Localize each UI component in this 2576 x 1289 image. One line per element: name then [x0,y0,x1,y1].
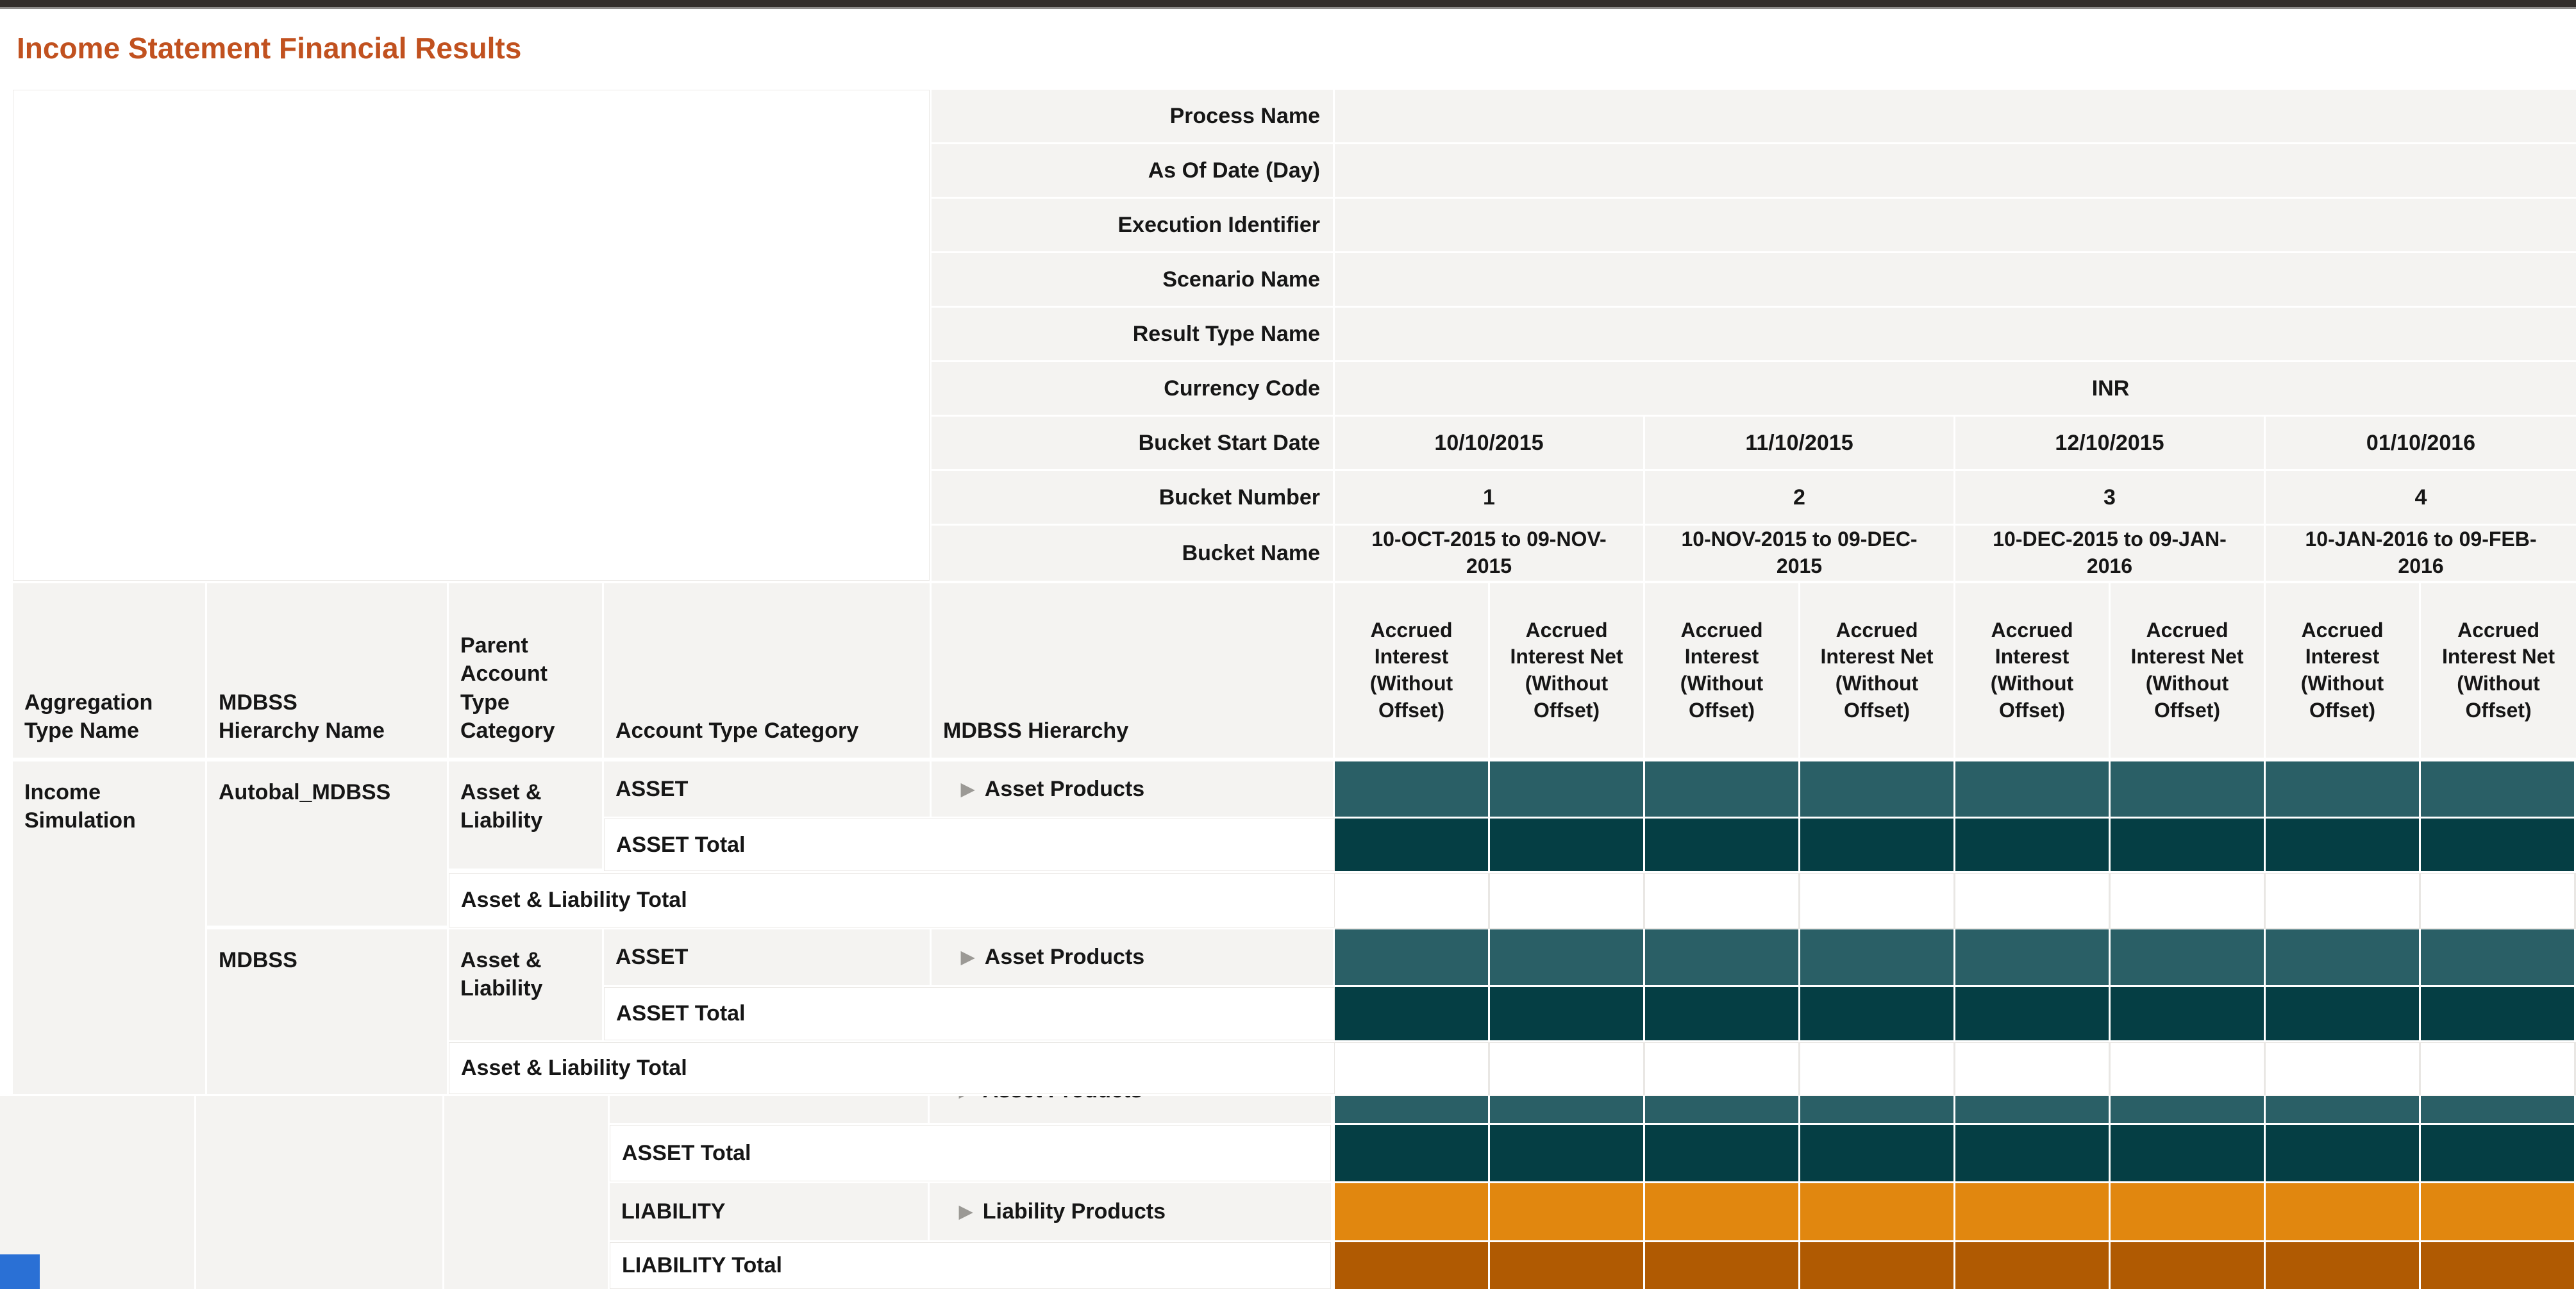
col-header-mdbss-hierarchy-name: MDBSS Hierarchy Name [207,583,447,758]
info-value-currency-code: INR [1335,362,2576,415]
col-header-aggregation-type-name: Aggregation Type Name [13,583,205,758]
bucket-number-2: 2 [1645,471,1953,524]
expand-label: Asset Products [983,1096,1142,1104]
expand-icon: ▶ [959,1096,973,1099]
row-parent-category-continuation [444,1096,608,1289]
info-value-execution-identifier [1335,199,2576,251]
row-parent-category-asset-liability-2: Asset & Liability [449,929,602,1040]
data-strip-asset-products-2 [1335,929,2576,985]
info-label-execution-identifier: Execution Identifier [932,199,1333,251]
col-header-accrued-interest-b1: Accrued Interest (Without Offset) [1335,583,1488,758]
row-parent-category-asset-liability: Asset & Liability [449,761,602,869]
bucket-name-1: 10-OCT-2015 to 09-NOV-2015 [1335,526,1643,581]
expand-icon: ▶ [961,779,974,799]
info-label-result-type-name: Result Type Name [932,308,1333,360]
row-hierarchy-continuation [196,1096,442,1289]
bucket-name-4: 10-JAN-2016 to 09-FEB-2016 [2266,526,2576,581]
data-strip-asset-liability-total-2 [1335,1042,2576,1095]
row-mdbss-hierarchy-asset-products-2[interactable]: ▶ Asset Products [932,929,1333,985]
expand-label: Asset Products [984,945,1145,970]
data-strip-asset-total-1 [1335,819,2576,871]
col-header-mdbss-hierarchy: MDBSS Hierarchy [932,583,1333,758]
row-account-type-liability: LIABILITY [610,1183,928,1240]
data-strip-liability-products [1335,1183,2576,1240]
data-strip-asset-total-3 [1335,1125,2576,1181]
data-strip-asset-products-clipped [1335,1096,2576,1123]
info-label-bucket-number: Bucket Number [932,471,1333,524]
bucket-start-date-4: 01/10/2016 [2266,417,2576,469]
bucket-start-date-3: 12/10/2015 [1955,417,2264,469]
col-header-parent-account-type-category: Parent Account Type Category [449,583,602,758]
expand-icon: ▶ [961,947,974,967]
row-asset-liability-total: Asset & Liability Total [449,873,1335,927]
row-hierarchy-autobal-mdbss: Autobal_MDBSS [207,761,447,926]
info-label-process-name: Process Name [932,90,1333,142]
info-value-process-name [1335,90,2576,142]
row-account-type-asset-2: ASSET [604,929,930,985]
col-header-accrued-interest-net-b1: Accrued Interest Net (Without Offset) [1490,583,1643,758]
col-header-accrued-interest-b4: Accrued Interest (Without Offset) [2266,583,2419,758]
expand-label: Asset Products [984,776,1145,801]
col-header-account-type-category: Account Type Category [604,583,930,758]
row-mdbss-hierarchy-clipped[interactable]: ▶ Asset Products [930,1096,1331,1123]
bucket-number-3: 3 [1955,471,2264,524]
info-value-as-of-date [1335,144,2576,197]
bucket-start-date-2: 11/10/2015 [1645,417,1953,469]
bucket-start-date-1: 10/10/2015 [1335,417,1643,469]
row-liability-total: LIABILITY Total [610,1242,1331,1289]
row-asset-total-2: ASSET Total [604,987,1335,1040]
currency-value: INR [2091,376,2130,401]
row-aggregation-type: Income Simulation [13,761,205,1094]
row-mdbss-hierarchy-liability-products[interactable]: ▶ Liability Products [930,1183,1331,1240]
bucket-name-2: 10-NOV-2015 to 09-DEC-2015 [1645,526,1953,581]
col-header-accrued-interest-net-b3: Accrued Interest Net (Without Offset) [2111,583,2264,758]
page-title: Income Statement Financial Results [17,31,522,65]
info-label-currency-code: Currency Code [932,362,1333,415]
data-strip-asset-liability-total-1 [1335,873,2576,929]
cursor-marker [0,1254,40,1289]
row-hierarchy-mdbss: MDBSS [207,929,447,1094]
row-mdbss-hierarchy-asset-products[interactable]: ▶ Asset Products [932,761,1333,817]
info-label-scenario-name: Scenario Name [932,253,1333,306]
row-account-type-clipped [610,1096,928,1123]
pivot-corner-blank [13,90,930,581]
bucket-number-1: 1 [1335,471,1643,524]
info-value-scenario-name [1335,253,2576,306]
data-strip-asset-products-1 [1335,761,2576,817]
info-label-bucket-name: Bucket Name [932,526,1333,581]
info-label-bucket-start-date: Bucket Start Date [932,417,1333,469]
data-strip-liability-total [1335,1242,2576,1289]
col-header-accrued-interest-net-b2: Accrued Interest Net (Without Offset) [1800,583,1953,758]
data-strip-asset-total-2 [1335,987,2576,1040]
row-asset-total-3: ASSET Total [610,1125,1331,1181]
col-header-accrued-interest-b3: Accrued Interest (Without Offset) [1955,583,2109,758]
browser-top-bar [0,0,2576,9]
expand-icon: ▶ [959,1202,973,1221]
info-value-result-type-name [1335,308,2576,360]
row-asset-total: ASSET Total [604,819,1335,871]
col-header-accrued-interest-b2: Accrued Interest (Without Offset) [1645,583,1798,758]
info-label-as-of-date: As Of Date (Day) [932,144,1333,197]
expand-label: Liability Products [982,1199,1166,1224]
row-account-type-asset: ASSET [604,761,930,817]
col-header-accrued-interest-net-b4: Accrued Interest Net (Without Offset) [2421,583,2576,758]
row-asset-liability-total-2: Asset & Liability Total [449,1042,1335,1094]
bucket-name-3: 10-DEC-2015 to 09-JAN-2016 [1955,526,2264,581]
bucket-number-4: 4 [2266,471,2576,524]
